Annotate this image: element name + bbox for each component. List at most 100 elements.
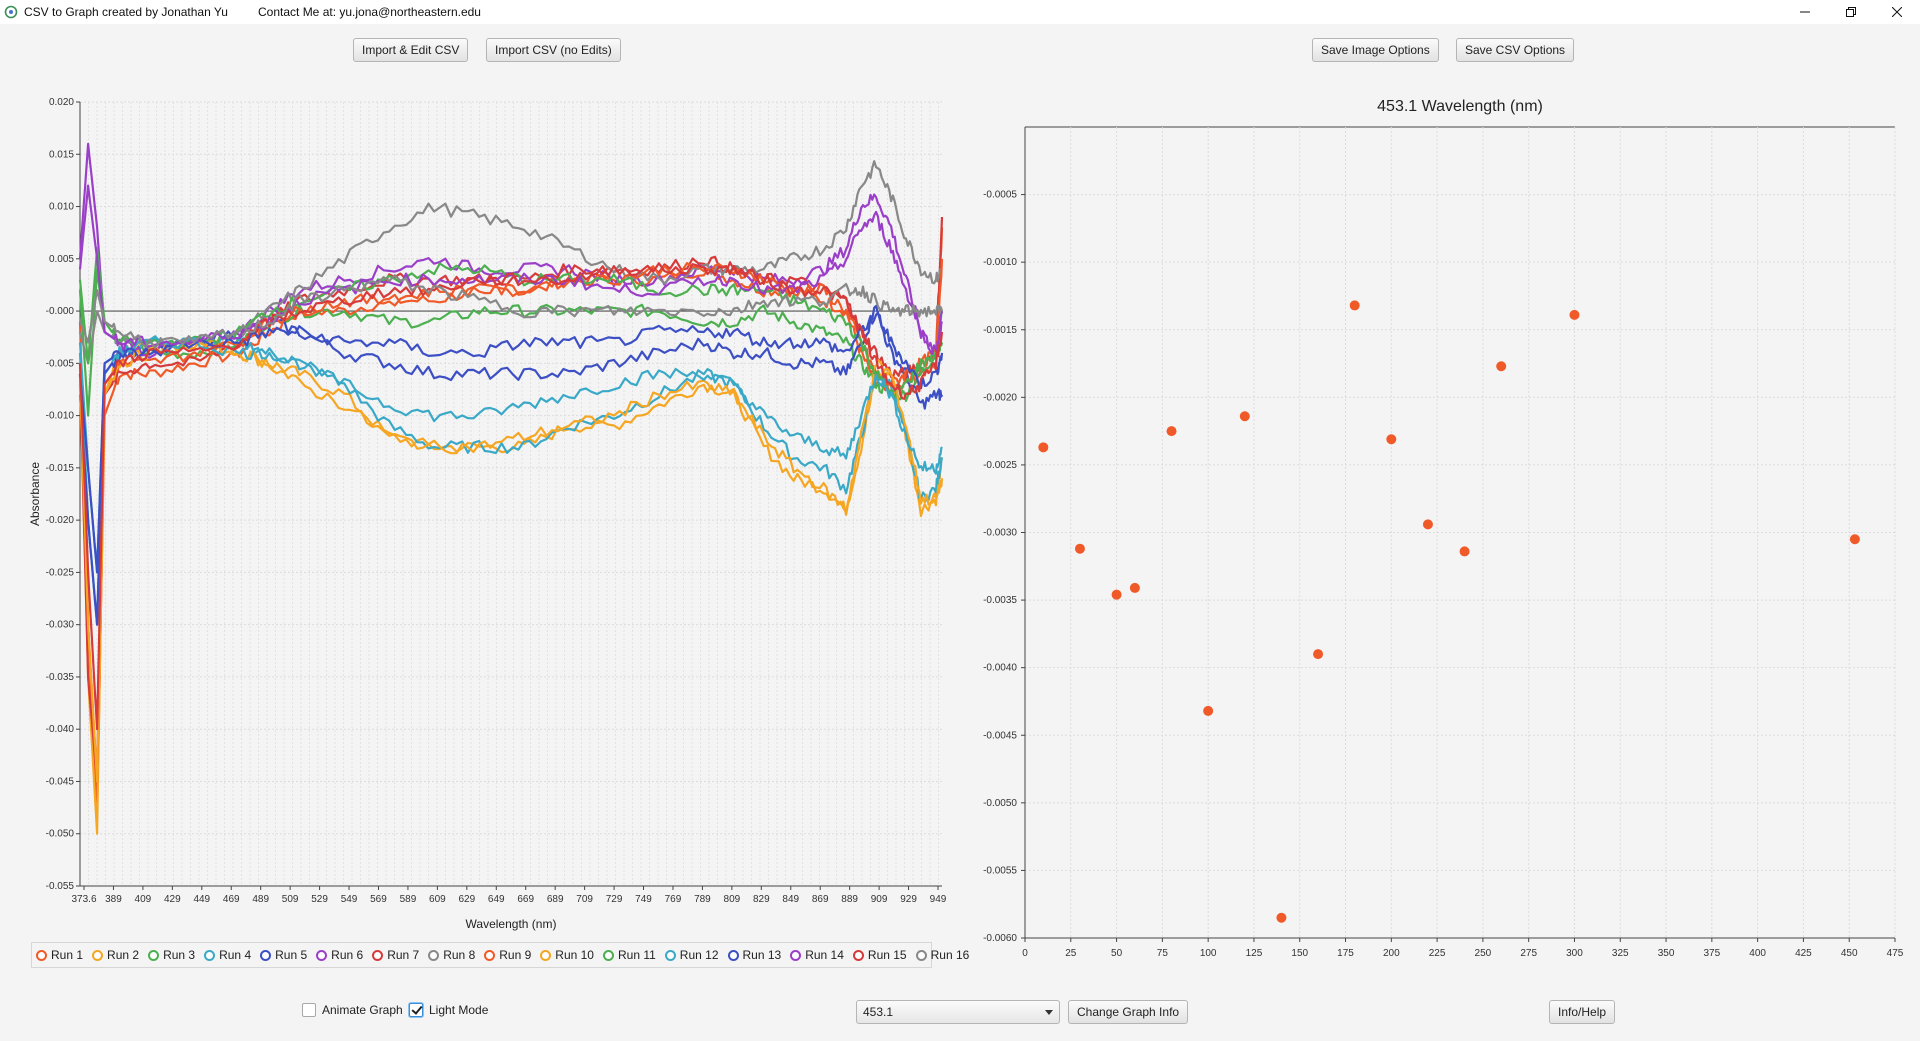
y-axis-label: Absorbance xyxy=(28,462,42,526)
legend-item[interactable]: Run 11 xyxy=(602,948,656,962)
save-image-options-button[interactable]: Save Image Options xyxy=(1312,38,1439,62)
legend-marker-icon xyxy=(428,949,440,961)
y-tick-label: 0.010 xyxy=(49,202,74,213)
legend-item[interactable]: Run 14 xyxy=(790,948,844,962)
legend-item[interactable]: Run 15 xyxy=(852,948,907,962)
x-tick-label: 125 xyxy=(1246,948,1263,959)
x-tick-label: 50 xyxy=(1111,948,1123,959)
x-tick-label: 929 xyxy=(900,894,917,905)
animate-graph-checkbox[interactable] xyxy=(302,1003,316,1017)
legend-marker-icon xyxy=(92,949,104,961)
save-csv-options-button[interactable]: Save CSV Options xyxy=(1456,38,1575,62)
x-tick-label: 175 xyxy=(1337,948,1354,959)
legend-label: Run 12 xyxy=(679,948,719,962)
y-tick-label: -0.015 xyxy=(46,463,75,474)
x-tick-label: 389 xyxy=(105,894,122,905)
y-tick-label: -0.0045 xyxy=(983,730,1017,741)
x-tick-label: 669 xyxy=(517,894,534,905)
legend-label: Run 8 xyxy=(443,948,476,962)
legend-label: Run 7 xyxy=(387,948,420,962)
series-line xyxy=(78,274,944,349)
y-tick-label: -0.0005 xyxy=(983,190,1017,201)
x-tick-label: 609 xyxy=(429,894,446,905)
legend-label: Run 14 xyxy=(805,948,844,962)
x-tick-label: 100 xyxy=(1200,948,1217,959)
light-mode-checkbox[interactable] xyxy=(409,1003,423,1017)
x-tick-label: 350 xyxy=(1658,948,1675,959)
legend-label: Run 15 xyxy=(867,948,907,962)
legend-marker-icon xyxy=(790,949,802,961)
legend-label: Run 6 xyxy=(331,948,364,962)
x-tick-label: 909 xyxy=(871,894,888,905)
x-tick-label: 450 xyxy=(1841,948,1858,959)
legend-item[interactable]: Run 9 xyxy=(484,948,531,962)
scatter-point xyxy=(1166,426,1177,437)
y-tick-label: -0.0035 xyxy=(983,595,1017,606)
wavelength-select[interactable]: 453.1 xyxy=(856,1000,1060,1024)
scatter-point xyxy=(1422,519,1433,530)
x-tick-label: 225 xyxy=(1429,948,1446,959)
x-tick-label: 275 xyxy=(1520,948,1537,959)
y-tick-label: -0.0020 xyxy=(983,392,1017,403)
y-tick-label: -0.030 xyxy=(46,620,75,631)
series-line xyxy=(78,304,944,574)
legend-item[interactable]: Run 13 xyxy=(727,948,781,962)
legend-label: Run 2 xyxy=(107,948,140,962)
x-tick-label: 409 xyxy=(135,894,152,905)
legend-item[interactable]: Run 1 xyxy=(36,948,83,962)
info-help-button[interactable]: Info/Help xyxy=(1549,1000,1616,1024)
legend-label: Run 3 xyxy=(163,948,196,962)
legend-label: Run 11 xyxy=(617,948,656,962)
scatter-point xyxy=(1496,361,1507,372)
close-icon xyxy=(1892,7,1902,17)
legend-marker-icon xyxy=(852,949,864,961)
y-tick-label: -0.0010 xyxy=(983,257,1017,268)
import-edit-csv-button[interactable]: Import & Edit CSV xyxy=(353,38,469,62)
x-tick-label: 769 xyxy=(665,894,682,905)
legend-label: Run 5 xyxy=(275,948,308,962)
restore-button[interactable] xyxy=(1828,0,1874,24)
close-button[interactable] xyxy=(1874,0,1920,24)
change-graph-info-button[interactable]: Change Graph Info xyxy=(1068,1000,1189,1024)
light-mode-toggle[interactable]: Light Mode xyxy=(409,1003,488,1017)
x-tick-label: 200 xyxy=(1383,948,1400,959)
legend-item[interactable]: Run 8 xyxy=(428,948,475,962)
animate-graph-toggle[interactable]: Animate Graph xyxy=(302,1003,403,1017)
x-tick-label: 25 xyxy=(1065,948,1077,959)
y-tick-label: -0.0050 xyxy=(983,798,1017,809)
legend-item[interactable]: Run 4 xyxy=(204,948,251,962)
legend-item[interactable]: Run 16 xyxy=(915,948,969,962)
legend-item[interactable]: Run 7 xyxy=(372,948,419,962)
x-tick-label: 729 xyxy=(606,894,623,905)
scatter-point xyxy=(1849,534,1860,545)
legend-item[interactable]: Run 12 xyxy=(664,948,719,962)
restore-icon xyxy=(1846,7,1856,17)
x-tick-label: 889 xyxy=(841,894,858,905)
x-tick-label: 489 xyxy=(252,894,269,905)
x-tick-label: 789 xyxy=(694,894,711,905)
x-tick-label: 509 xyxy=(282,894,299,905)
title-bar: CSV to Graph created by Jonathan Yu Cont… xyxy=(0,0,1920,24)
y-tick-label: -0.0055 xyxy=(983,865,1017,876)
scatter-point xyxy=(1386,434,1397,445)
scatter-point xyxy=(1074,543,1085,554)
legend-marker-icon xyxy=(602,949,614,961)
y-tick-label: 0.015 xyxy=(49,149,74,160)
legend-item[interactable]: Run 2 xyxy=(92,948,139,962)
legend-item[interactable]: Run 3 xyxy=(148,948,195,962)
scatter-point xyxy=(1459,546,1470,557)
y-tick-label: -0.0060 xyxy=(983,933,1017,944)
legend-marker-icon xyxy=(540,949,552,961)
legend-item[interactable]: Run 6 xyxy=(316,948,363,962)
legend-item[interactable]: Run 10 xyxy=(540,948,594,962)
legend-marker-icon xyxy=(484,949,496,961)
import-csv-no-edits-button[interactable]: Import CSV (no Edits) xyxy=(486,38,621,62)
scatter-point xyxy=(1569,309,1580,320)
x-tick-label: 689 xyxy=(547,894,564,905)
chart-legend: Run 1 Run 2 Run 3 Run 4 Run 5 Run 6 Run 7 Run 8… xyxy=(31,942,969,968)
legend-marker-icon xyxy=(727,949,739,961)
minimize-button[interactable] xyxy=(1782,0,1828,24)
scatter-point xyxy=(1038,442,1049,453)
y-tick-label: -0.055 xyxy=(46,881,75,892)
legend-item[interactable]: Run 5 xyxy=(260,948,307,962)
